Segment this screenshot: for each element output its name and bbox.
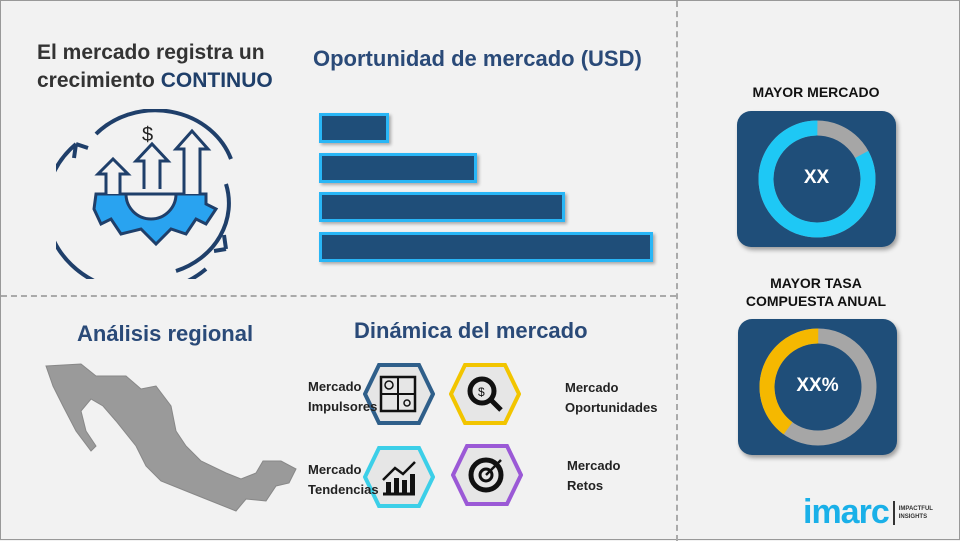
- dynamics-label: Mercado Oportunidades: [565, 380, 658, 415]
- dynamics-hexagon[interactable]: $: [448, 363, 522, 430]
- puzzle-icon: [379, 375, 417, 413]
- vertical-divider: [676, 1, 678, 541]
- magnifier-dollar-icon: $: [467, 376, 503, 412]
- dynamics-hexagon[interactable]: [450, 444, 524, 511]
- svg-text:$: $: [478, 385, 485, 399]
- dynamics-label: Mercado Retos: [567, 458, 621, 493]
- largest-market-title: MAYOR MERCADO: [752, 84, 880, 100]
- opportunity-bar: [319, 113, 390, 143]
- highest-cagr-title: MAYOR TASA COMPUESTA ANUAL: [745, 275, 887, 309]
- imarc-logo: imarc IMPACTFUL INSIGHTS: [803, 493, 933, 531]
- svg-text:$: $: [142, 124, 153, 146]
- opportunity-bar: [319, 192, 566, 222]
- highest-cagr-donut: [759, 328, 877, 446]
- highest-cagr-value: XX%: [796, 375, 839, 396]
- dynamics-hexagon[interactable]: [362, 446, 436, 513]
- highest-cagr-card: XX%: [738, 319, 897, 455]
- dynamics-label: Mercado Impulsores: [308, 379, 378, 414]
- largest-market-value: XX: [803, 167, 830, 188]
- growth-heading: El mercado registra un crecimiento CONTI…: [37, 41, 273, 92]
- mexico-map: [45, 363, 297, 512]
- largest-market-card: XX: [737, 111, 896, 247]
- regional-title: Análisis regional: [77, 321, 254, 346]
- horizontal-divider: [1, 295, 676, 297]
- growth-gear-icon: $: [56, 109, 233, 279]
- dynamics-title: Dinámica del mercado: [354, 318, 588, 343]
- dynamics-hexagon[interactable]: [362, 363, 436, 430]
- largest-market-donut: [758, 120, 876, 238]
- opportunity-title: Oportunidad de mercado (USD): [313, 46, 642, 71]
- opportunity-bar: [319, 152, 478, 183]
- opportunity-bar: [319, 231, 653, 262]
- target-icon: [468, 457, 504, 493]
- dynamics-label: Mercado Tendencias: [308, 462, 379, 497]
- trend-chart-icon: [382, 461, 416, 496]
